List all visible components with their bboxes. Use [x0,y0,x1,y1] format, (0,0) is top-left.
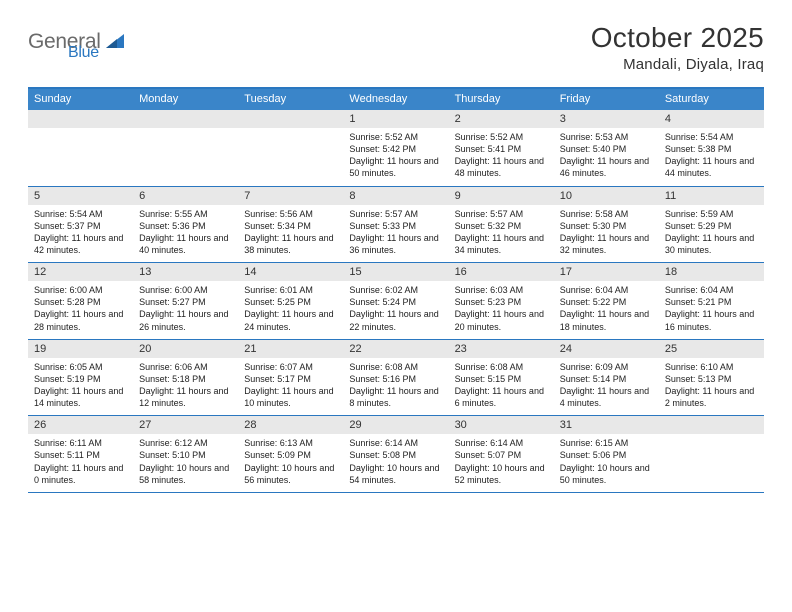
weekday-header: Monday [133,89,238,110]
day-number: 3 [554,110,659,128]
day-number: 11 [659,187,764,205]
page-header: General Blue October 2025 Mandali, Diyal… [28,22,764,73]
day-number: 4 [659,110,764,128]
day-detail: Sunrise: 6:14 AM Sunset: 5:08 PM Dayligh… [343,434,448,492]
day-number: 15 [343,263,448,281]
day-detail: Sunrise: 6:07 AM Sunset: 5:17 PM Dayligh… [238,358,343,416]
day-number: 1 [343,110,448,128]
header-right: October 2025 Mandali, Diyala, Iraq [591,22,764,73]
day-number: 27 [133,416,238,434]
day-detail: Sunrise: 6:12 AM Sunset: 5:10 PM Dayligh… [133,434,238,492]
day-detail: Sunrise: 6:02 AM Sunset: 5:24 PM Dayligh… [343,281,448,339]
day-number: 31 [554,416,659,434]
day-number: 26 [28,416,133,434]
day-number-row: 12131415161718 [28,263,764,281]
weekday-header: Friday [554,89,659,110]
weekday-header: Tuesday [238,89,343,110]
day-number: 30 [449,416,554,434]
day-number: 21 [238,340,343,358]
day-detail: Sunrise: 6:11 AM Sunset: 5:11 PM Dayligh… [28,434,133,492]
day-number: 5 [28,187,133,205]
day-number: 9 [449,187,554,205]
day-number [28,110,133,128]
day-number: 29 [343,416,448,434]
day-detail-row: Sunrise: 5:52 AM Sunset: 5:42 PM Dayligh… [28,128,764,187]
day-detail: Sunrise: 6:13 AM Sunset: 5:09 PM Dayligh… [238,434,343,492]
day-number: 16 [449,263,554,281]
logo-sail-icon [106,31,128,54]
day-detail: Sunrise: 5:53 AM Sunset: 5:40 PM Dayligh… [554,128,659,186]
day-number-row: 567891011 [28,187,764,205]
day-detail-row: Sunrise: 5:54 AM Sunset: 5:37 PM Dayligh… [28,205,764,264]
day-detail: Sunrise: 5:52 AM Sunset: 5:41 PM Dayligh… [449,128,554,186]
weekday-header-row: Sunday Monday Tuesday Wednesday Thursday… [28,89,764,110]
day-number: 20 [133,340,238,358]
day-detail: Sunrise: 5:57 AM Sunset: 5:33 PM Dayligh… [343,205,448,263]
day-detail: Sunrise: 5:56 AM Sunset: 5:34 PM Dayligh… [238,205,343,263]
day-number: 2 [449,110,554,128]
day-number: 18 [659,263,764,281]
day-number: 28 [238,416,343,434]
weekday-header: Saturday [659,89,764,110]
day-number-row: 19202122232425 [28,340,764,358]
day-number: 22 [343,340,448,358]
day-detail: Sunrise: 6:04 AM Sunset: 5:21 PM Dayligh… [659,281,764,339]
day-detail: Sunrise: 6:14 AM Sunset: 5:07 PM Dayligh… [449,434,554,492]
day-detail: Sunrise: 5:57 AM Sunset: 5:32 PM Dayligh… [449,205,554,263]
logo-text-blue: Blue [68,44,99,61]
day-number-row: 1234 [28,110,764,128]
location-label: Mandali, Diyala, Iraq [591,56,764,73]
day-detail [659,434,764,492]
day-detail: Sunrise: 6:10 AM Sunset: 5:13 PM Dayligh… [659,358,764,416]
day-number: 17 [554,263,659,281]
weekday-header: Wednesday [343,89,448,110]
day-detail-row: Sunrise: 6:11 AM Sunset: 5:11 PM Dayligh… [28,434,764,493]
calendar-grid: Sunday Monday Tuesday Wednesday Thursday… [28,87,764,493]
day-number [238,110,343,128]
day-detail: Sunrise: 6:08 AM Sunset: 5:15 PM Dayligh… [449,358,554,416]
day-detail: Sunrise: 5:54 AM Sunset: 5:37 PM Dayligh… [28,205,133,263]
day-detail: Sunrise: 5:52 AM Sunset: 5:42 PM Dayligh… [343,128,448,186]
day-number: 24 [554,340,659,358]
day-number [133,110,238,128]
day-number: 12 [28,263,133,281]
day-detail-row: Sunrise: 6:00 AM Sunset: 5:28 PM Dayligh… [28,281,764,340]
day-detail: Sunrise: 6:00 AM Sunset: 5:27 PM Dayligh… [133,281,238,339]
day-detail: Sunrise: 6:00 AM Sunset: 5:28 PM Dayligh… [28,281,133,339]
day-detail: Sunrise: 5:54 AM Sunset: 5:38 PM Dayligh… [659,128,764,186]
day-detail: Sunrise: 6:06 AM Sunset: 5:18 PM Dayligh… [133,358,238,416]
day-number: 19 [28,340,133,358]
month-title: October 2025 [591,22,764,54]
day-number: 8 [343,187,448,205]
day-detail: Sunrise: 6:05 AM Sunset: 5:19 PM Dayligh… [28,358,133,416]
day-detail: Sunrise: 6:15 AM Sunset: 5:06 PM Dayligh… [554,434,659,492]
day-number [659,416,764,434]
day-number: 25 [659,340,764,358]
day-number: 13 [133,263,238,281]
day-detail: Sunrise: 6:09 AM Sunset: 5:14 PM Dayligh… [554,358,659,416]
day-detail-row: Sunrise: 6:05 AM Sunset: 5:19 PM Dayligh… [28,358,764,417]
day-detail: Sunrise: 5:55 AM Sunset: 5:36 PM Dayligh… [133,205,238,263]
day-number: 7 [238,187,343,205]
logo: General Blue [28,30,128,54]
day-detail [238,128,343,186]
day-number: 14 [238,263,343,281]
day-number-row: 262728293031 [28,416,764,434]
weekday-header: Sunday [28,89,133,110]
calendar-page: General Blue October 2025 Mandali, Diyal… [0,0,792,513]
day-detail: Sunrise: 6:04 AM Sunset: 5:22 PM Dayligh… [554,281,659,339]
day-detail [133,128,238,186]
day-detail: Sunrise: 6:08 AM Sunset: 5:16 PM Dayligh… [343,358,448,416]
day-number: 6 [133,187,238,205]
day-detail: Sunrise: 5:58 AM Sunset: 5:30 PM Dayligh… [554,205,659,263]
day-detail: Sunrise: 6:01 AM Sunset: 5:25 PM Dayligh… [238,281,343,339]
weeks-container: 1234Sunrise: 5:52 AM Sunset: 5:42 PM Day… [28,110,764,493]
weekday-header: Thursday [449,89,554,110]
day-number: 23 [449,340,554,358]
day-detail: Sunrise: 6:03 AM Sunset: 5:23 PM Dayligh… [449,281,554,339]
day-detail: Sunrise: 5:59 AM Sunset: 5:29 PM Dayligh… [659,205,764,263]
day-detail [28,128,133,186]
day-number: 10 [554,187,659,205]
